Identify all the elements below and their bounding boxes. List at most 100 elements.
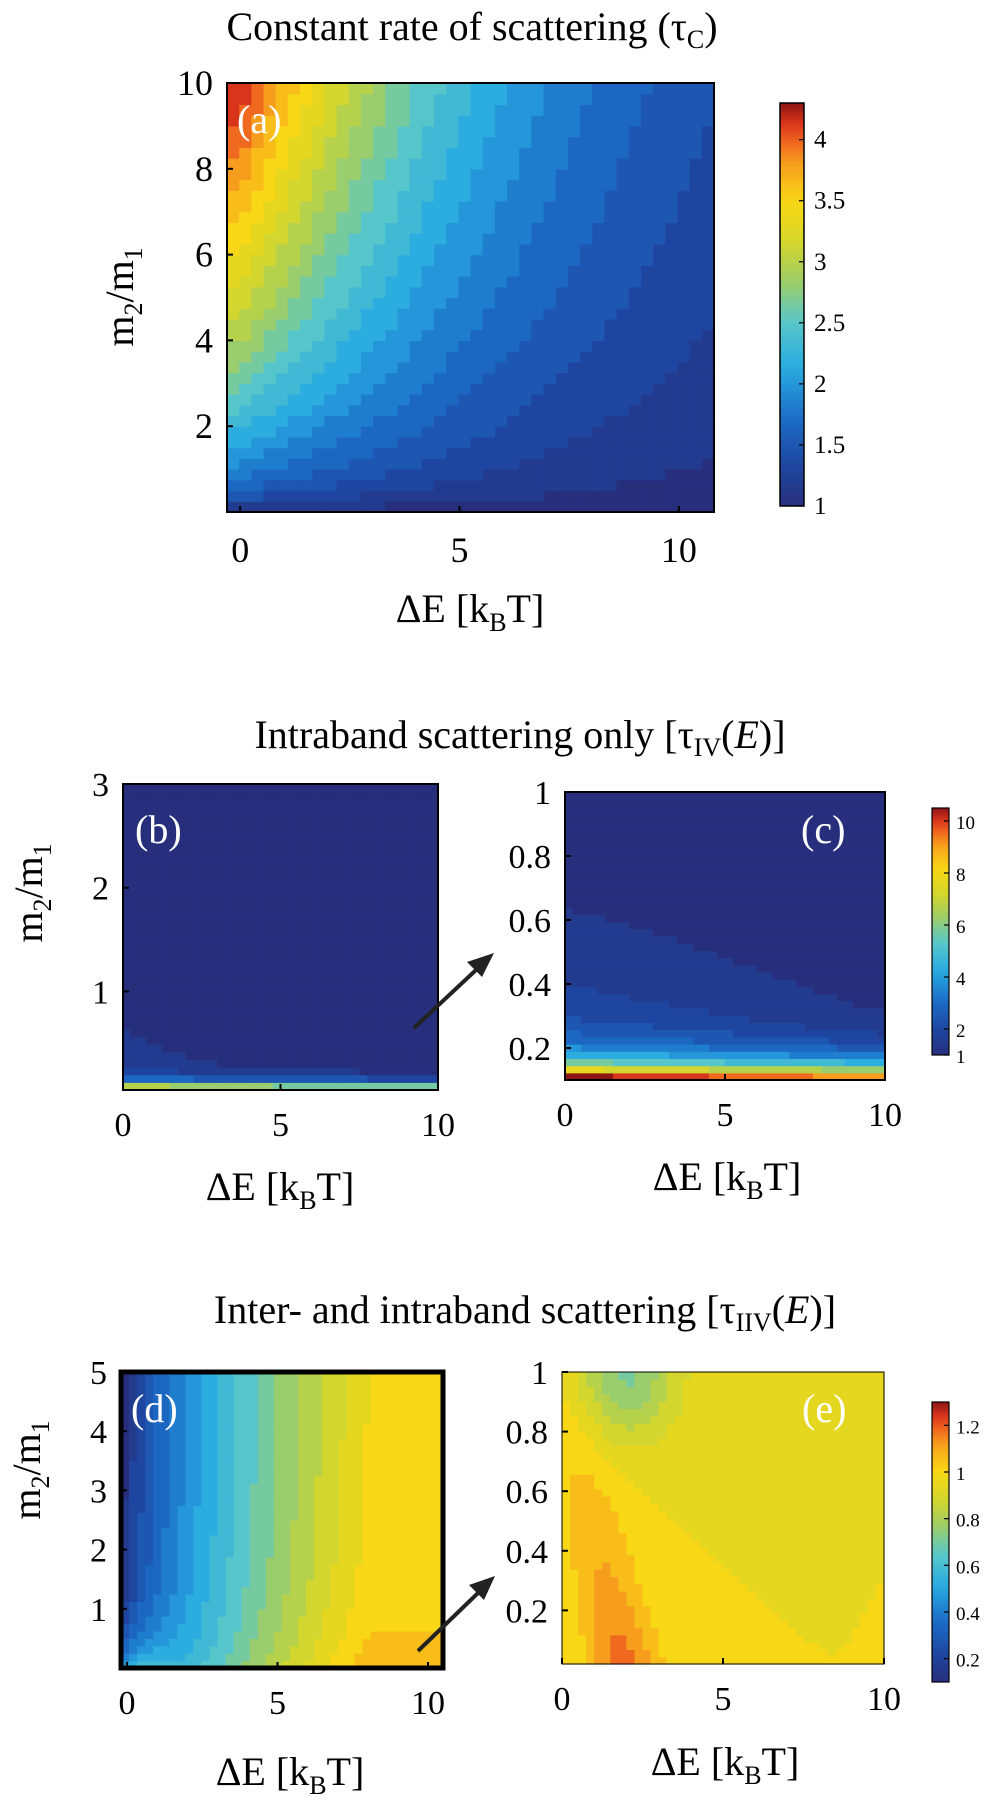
heatmap-cell: [613, 1022, 622, 1031]
heatmap-cell: [129, 1616, 138, 1625]
heatmap-cell: [130, 1013, 140, 1022]
heatmap-cell: [613, 964, 622, 973]
heatmap-cell: [637, 871, 646, 879]
heatmap-cell: [385, 147, 399, 159]
heatmap-cell: [390, 806, 400, 816]
heatmap-cell: [805, 964, 814, 973]
heatmap-cell: [390, 852, 400, 862]
heatmap-cell: [494, 83, 508, 95]
heatmap-cell: [239, 404, 252, 417]
heatmap-cell: [324, 479, 338, 492]
heatmap-cell: [422, 1074, 431, 1083]
heatmap-cell: [433, 168, 447, 181]
heatmap-cell: [757, 842, 766, 851]
heatmap-cell: [741, 1022, 750, 1031]
heatmap-cell: [637, 1051, 646, 1059]
heatmap-cell: [296, 921, 305, 930]
heatmap-cell: [592, 83, 606, 95]
heatmap-cell: [406, 944, 415, 953]
heatmap-cell: [239, 233, 252, 245]
heatmap-cell: [677, 351, 691, 363]
heatmap-cell: [613, 799, 622, 807]
heatmap-cell: [241, 791, 250, 800]
heatmap-cell: [129, 1483, 138, 1491]
heatmap-cell: [288, 1051, 297, 1060]
heatmap-cell: [677, 308, 691, 320]
heatmap-cell: [256, 822, 266, 831]
heatmap-cell: [604, 318, 618, 331]
heatmap-cell: [589, 993, 598, 1002]
heatmap-cell: [733, 1051, 742, 1059]
heatmap-cell: [797, 964, 806, 973]
heatmap-cell: [138, 883, 148, 892]
heatmap-cell: [629, 806, 638, 815]
heatmap-cell: [239, 308, 252, 320]
heatmap-cell: [319, 929, 329, 938]
heatmap-cell: [709, 986, 718, 995]
heatmap-cell: [717, 972, 726, 980]
heatmap-cell: [741, 835, 750, 843]
heatmap-cell: [288, 944, 297, 953]
heatmap-cell: [249, 967, 258, 976]
heatmap-cell: [709, 900, 718, 908]
heatmap-cell: [581, 828, 590, 836]
heatmap-cell: [312, 791, 321, 800]
heatmap-cell: [592, 469, 606, 481]
heatmap-cell: [589, 900, 598, 908]
heatmap-cell: [482, 115, 496, 127]
heatmap-cell: [653, 222, 666, 234]
heatmap-cell: [877, 856, 886, 865]
heatmap-cell: [616, 286, 630, 299]
heatmap-cell: [241, 891, 250, 900]
heatmap-cell: [869, 799, 878, 807]
heatmap-cell: [414, 822, 423, 831]
heatmap-cell: [398, 998, 408, 1007]
heatmap-cell: [567, 340, 581, 352]
heatmap-cell: [193, 799, 203, 808]
heatmap-cell: [821, 864, 830, 872]
panel-label-b: (b): [135, 807, 182, 852]
heatmap-cell: [482, 222, 496, 234]
heatmap-cell: [287, 383, 301, 395]
heatmap-cell: [581, 986, 590, 995]
heatmap-cell: [121, 1431, 130, 1440]
heatmap-cell: [637, 849, 646, 858]
heatmap-cell: [565, 1029, 574, 1038]
heatmap-cell: [312, 1005, 321, 1015]
heatmap-cell: [781, 813, 790, 822]
heatmap-cell: [249, 959, 258, 969]
heatmap-cell: [653, 179, 666, 191]
heatmap-cell: [162, 822, 171, 831]
heatmap-cell: [616, 318, 630, 331]
heatmap-cell: [543, 394, 557, 406]
heatmap-cell: [543, 501, 557, 513]
heatmap-cell: [653, 835, 662, 843]
heatmap-cell: [757, 1051, 766, 1059]
heatmap-cell: [470, 286, 484, 299]
heatmap-cell: [324, 233, 338, 245]
heatmap-cell: [645, 1072, 654, 1081]
heatmap-cell: [123, 1082, 132, 1091]
heatmap-cell: [805, 928, 814, 937]
heatmap-cell: [121, 1394, 130, 1403]
heatmap-cell: [653, 318, 666, 331]
heatmap-cell: [154, 806, 163, 816]
heatmap-cell: [637, 1008, 646, 1016]
heatmap-cell: [239, 211, 252, 224]
heatmap-cell: [373, 318, 386, 331]
heatmap-cell: [845, 1029, 854, 1038]
heatmap-cell: [580, 147, 593, 159]
heatmap-cell: [781, 849, 790, 858]
heatmap-cell: [186, 952, 195, 961]
heatmap-cell: [531, 200, 545, 213]
heatmap-cell: [665, 233, 679, 245]
heatmap-cell: [398, 921, 408, 930]
heatmap-cell: [629, 964, 638, 973]
heatmap-cell: [616, 179, 630, 191]
heatmap-cell: [604, 297, 618, 309]
heatmap-cell: [382, 1082, 392, 1091]
heatmap-cell: [336, 404, 350, 417]
heatmap-cell: [390, 814, 400, 823]
heatmap-cell: [359, 1051, 368, 1060]
heatmap-cell: [458, 308, 472, 320]
